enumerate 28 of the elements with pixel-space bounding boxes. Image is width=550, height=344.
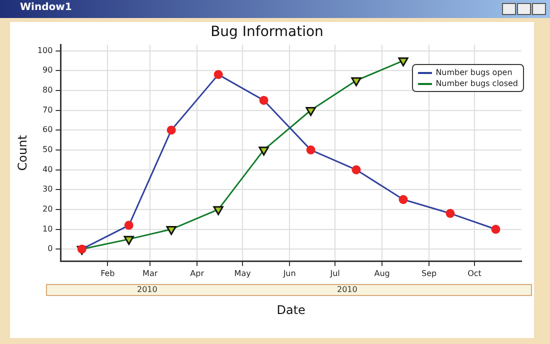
x-tick-label: Mar	[142, 268, 158, 278]
y-tick-label: 70	[42, 105, 53, 114]
legend-label: Number bugs open	[436, 67, 512, 78]
y-tick-label: 50	[42, 145, 53, 154]
x-axis-title: Date	[276, 302, 306, 317]
text: 2010	[337, 285, 358, 294]
y-axis-title: Count	[15, 134, 30, 171]
y-tick-label: 30	[42, 184, 53, 194]
y-tick-label: 60	[42, 125, 53, 134]
x-tick-label: Apr	[190, 268, 205, 278]
y-tick-label: 20	[42, 204, 53, 214]
x-tick-label: Jul	[329, 268, 340, 278]
y-tick-label: 40	[42, 164, 53, 174]
text: Window1	[20, 2, 72, 13]
x-tick-label: Sep	[421, 268, 437, 278]
y-tick-label: 10	[42, 224, 53, 234]
x-tick-label: Feb	[100, 268, 115, 278]
x-tick-label: Oct	[468, 268, 482, 278]
y-tick-label: 0	[48, 244, 53, 254]
y-tick-label: 90	[42, 66, 53, 75]
x-tick-label: Jun	[282, 268, 296, 278]
text: 2010	[137, 285, 158, 294]
chart-title: Bug Information	[210, 24, 324, 40]
y-tick-label: 100	[37, 46, 53, 55]
x-tick-label: Aug	[374, 268, 390, 278]
legend-label: Number bugs closed	[436, 78, 518, 89]
y-tick-label: 80	[42, 86, 53, 94]
x-tick-label: May	[234, 268, 252, 278]
